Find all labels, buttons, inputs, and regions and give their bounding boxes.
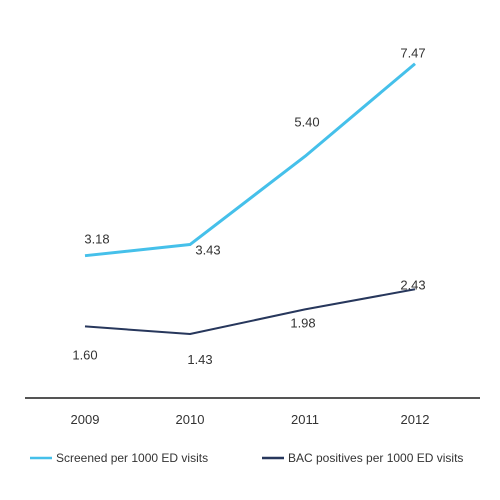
series-line-2 <box>84 288 416 336</box>
data-label-series-2-2012: 2.43 <box>400 277 425 292</box>
x-tick-layer: 2009 2010 2011 2012 <box>71 412 430 427</box>
legend-label-2: BAC positives per 1000 ED visits <box>288 451 463 465</box>
x-tick-label-2011: 2011 <box>291 412 319 427</box>
data-label-series-1-2011: 5.40 <box>294 114 319 129</box>
data-label-series-1-2012: 7.47 <box>400 46 425 61</box>
legend-label-1: Screened per 1000 ED visits <box>56 451 208 465</box>
x-tick-label-2012: 2012 <box>401 412 430 427</box>
data-label-series-2-2009: 1.60 <box>72 347 97 362</box>
series-layer <box>84 62 416 336</box>
data-label-series-1-2009: 3.18 <box>84 232 109 247</box>
data-label-series-2-2010: 1.43 <box>187 352 212 367</box>
x-tick-label-2009: 2009 <box>71 412 100 427</box>
series-line-1 <box>84 62 416 258</box>
x-tick-label-2010: 2010 <box>176 412 205 427</box>
legend: Screened per 1000 ED visits BAC positives… <box>30 451 463 465</box>
data-label-layer: 3.18 3.43 5.40 7.47 1.60 1.43 1.98 2.43 <box>72 46 425 367</box>
data-label-series-1-2010: 3.43 <box>195 243 220 258</box>
data-label-series-2-2011: 1.98 <box>290 315 315 330</box>
